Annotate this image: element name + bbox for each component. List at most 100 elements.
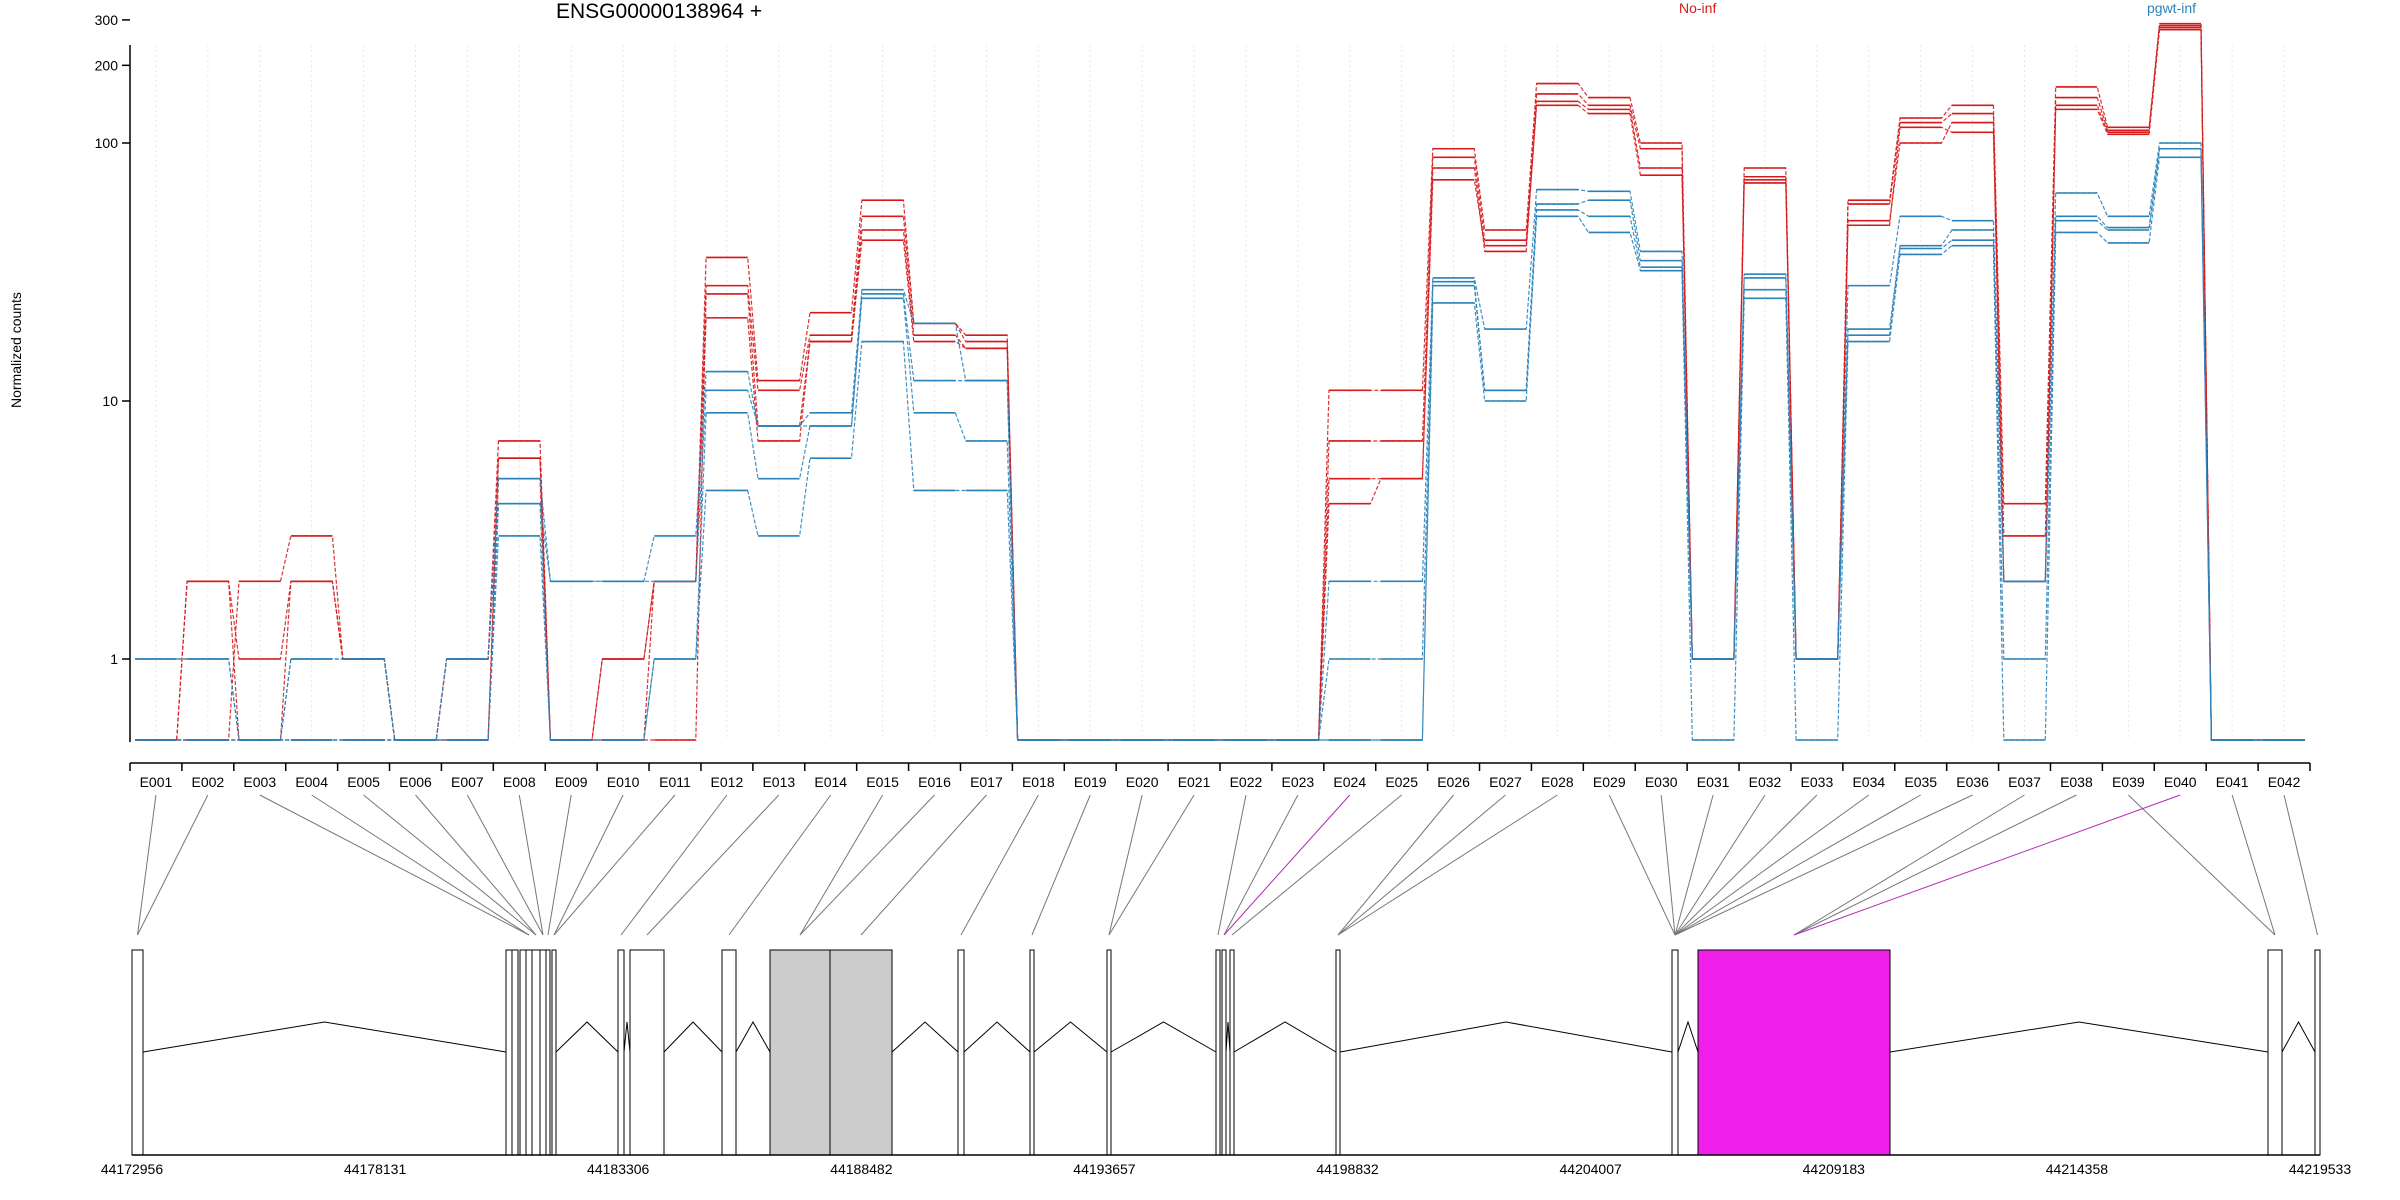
exon-box (1215, 949, 1221, 1156)
x-tick-label: E027 (1489, 774, 1522, 790)
series-pgwt-inf (135, 156, 2305, 741)
genomic-tick-label: 44204007 (1560, 1161, 1623, 1177)
genomic-tick-label: 44198832 (1316, 1161, 1379, 1177)
x-tick-label: E004 (295, 774, 328, 790)
exon-connector (466, 794, 544, 936)
exon-connector (2127, 794, 2276, 936)
exon-connector (2231, 794, 2276, 936)
exon-connector (2283, 794, 2318, 936)
x-tick-label: E014 (814, 774, 847, 790)
chart-title: ENSG00000138964 + (556, 0, 763, 23)
series-no-inf (135, 26, 2305, 741)
x-tick-label: E029 (1593, 774, 1626, 790)
y-tick-label: 10 (102, 393, 118, 409)
exon-connector (311, 794, 530, 936)
x-tick-label: E013 (762, 774, 795, 790)
exon-connector (620, 794, 728, 936)
x-tick-label: E035 (1904, 774, 1937, 790)
x-tick-label: E015 (866, 774, 899, 790)
exon-connector (646, 794, 780, 936)
series-pgwt-inf (135, 142, 2305, 741)
exon-box (525, 949, 533, 1156)
x-tick-label: E001 (140, 774, 173, 790)
exon-connector (960, 794, 1039, 936)
exon-connector (553, 794, 676, 936)
exon-connector (1674, 794, 1818, 936)
exon-box (551, 949, 557, 1156)
exon-connector (1674, 794, 1973, 936)
exon-connector (363, 794, 537, 936)
exon-connector (1231, 794, 1402, 936)
exon-box (511, 949, 519, 1156)
intron (735, 1020, 771, 1053)
intron (623, 1021, 631, 1053)
intron (2281, 1020, 2316, 1053)
x-tick-label: E037 (2008, 774, 2041, 790)
exon-box (545, 949, 551, 1156)
exon-box (1229, 949, 1235, 1156)
exon-connector (1031, 794, 1091, 936)
exon-connector (1674, 794, 1870, 936)
y-tick-label: 100 (95, 135, 119, 151)
series-line (135, 142, 2305, 741)
exon-connector (518, 794, 544, 936)
legend-pgwt-inf: pgwt-inf (2147, 0, 2197, 16)
intron (1889, 1021, 2269, 1053)
exon-box (769, 949, 831, 1156)
series-line (135, 148, 2305, 741)
x-tick-label: E021 (1178, 774, 1211, 790)
exon-box (1697, 949, 1891, 1156)
genomic-tick-label: 44214358 (2046, 1161, 2109, 1177)
exon-box (539, 949, 547, 1156)
exon-box (629, 949, 665, 1156)
x-tick-label: E020 (1126, 774, 1159, 790)
x-tick-label: E003 (243, 774, 276, 790)
series-pgwt-inf (135, 147, 2305, 741)
exon-connector (1337, 794, 1558, 936)
x-tick-label: E034 (1852, 774, 1885, 790)
x-tick-label: E024 (1333, 774, 1366, 790)
exon-connector (415, 794, 537, 936)
x-tick-label: E040 (2164, 774, 2197, 790)
exon-connector (1793, 794, 2077, 936)
exon-box (2267, 949, 2283, 1156)
series-line (135, 148, 2305, 741)
x-tick-label: E012 (711, 774, 744, 790)
series-line (135, 156, 2305, 741)
x-tick-label: E038 (2060, 774, 2093, 790)
exon-box (1335, 949, 1341, 1156)
x-tick-label: E032 (1749, 774, 1782, 790)
exon-connector (1108, 794, 1195, 936)
intron (1033, 1021, 1108, 1053)
x-tick-label: E007 (451, 774, 484, 790)
exon-box (131, 949, 144, 1156)
intron (963, 1021, 1031, 1053)
exon-connector (553, 794, 624, 936)
x-tick-label: E025 (1385, 774, 1418, 790)
exon-connector (799, 794, 884, 936)
y-tick-label: 1 (110, 651, 118, 667)
series-no-inf (135, 22, 2305, 741)
exon-box (829, 949, 893, 1156)
exon-connector (1108, 794, 1143, 936)
intron (1110, 1021, 1217, 1053)
x-tick-label: E031 (1697, 774, 1730, 790)
series-pgwt-inf (135, 147, 2305, 741)
x-tick-label: E008 (503, 774, 536, 790)
x-tick-label: E009 (555, 774, 588, 790)
exon-connector (1793, 794, 2181, 936)
exon-connector (137, 794, 157, 936)
series-no-inf (135, 28, 2305, 741)
x-tick-label: E011 (659, 774, 691, 790)
exon-box (2314, 949, 2321, 1156)
intron (1225, 1021, 1231, 1053)
exon-box (1029, 949, 1035, 1156)
y-tick-label: 300 (95, 12, 119, 28)
x-tick-label: E039 (2112, 774, 2145, 790)
exon-connector (728, 794, 832, 936)
exon-connector (137, 794, 209, 936)
x-tick-label: E017 (970, 774, 1003, 790)
exon-box (617, 949, 625, 1156)
genomic-tick-label: 44188482 (830, 1161, 893, 1177)
